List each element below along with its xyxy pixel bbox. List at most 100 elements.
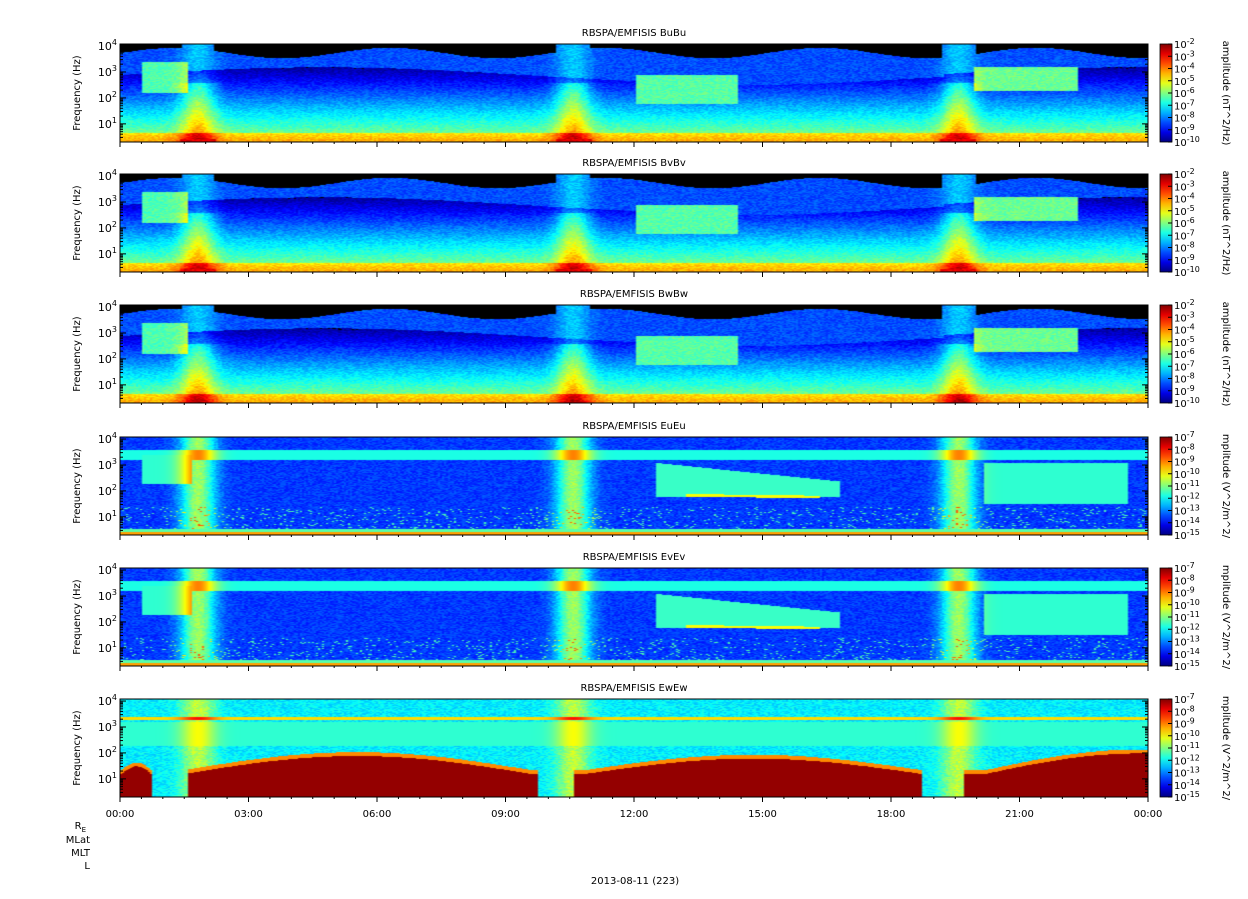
colorbar-tick-label: 10-9 bbox=[1174, 123, 1195, 137]
panels-group: RBSPA/EMFISIS BuBu Frequency (Hz) 101 102 10… bbox=[72, 28, 1231, 804]
colorbar-tick-label: 10-12 bbox=[1174, 753, 1200, 767]
colorbar-tick-label: 10-8 bbox=[1174, 241, 1195, 255]
colorbar-tick-label: 10-9 bbox=[1174, 717, 1195, 731]
panel-title: RBSPA/EMFISIS EvEv bbox=[583, 552, 686, 563]
colorbar: 10-710-810-910-1010-1110-1210-1310-1410-… bbox=[1159, 692, 1231, 804]
colorbar-tick-label: 10-10 bbox=[1174, 396, 1200, 410]
colorbar-tick-label: 10-3 bbox=[1174, 179, 1195, 193]
panel-1: RBSPA/EMFISIS BuBu Frequency (Hz) 101 102 10… bbox=[72, 28, 1231, 149]
spectrogram-image bbox=[120, 437, 1148, 535]
colorbar-tick-label: 10-14 bbox=[1174, 516, 1200, 530]
x-tick-label: 03:00 bbox=[234, 809, 263, 820]
y-axis-label: Frequency (Hz) bbox=[72, 316, 83, 392]
colorbar-tick-label: 10-7 bbox=[1174, 98, 1195, 112]
colorbar-tick-label: 10-7 bbox=[1174, 692, 1195, 706]
colorbar-tick-label: 10-8 bbox=[1174, 372, 1195, 386]
colorbar-tick-label: 10-10 bbox=[1174, 467, 1200, 481]
y-axis-label: Frequency (Hz) bbox=[72, 55, 83, 131]
ephemeris-label-l: L bbox=[84, 861, 90, 872]
colorbar-tick-label: 10-2 bbox=[1174, 298, 1195, 312]
panel-title: RBSPA/EMFISIS BvBv bbox=[582, 158, 686, 169]
colorbar-label: mplitude (V^2/m^2/ bbox=[1220, 696, 1231, 801]
colorbar-tick-label: 10-9 bbox=[1174, 586, 1195, 600]
colorbar-tick-label: 10-13 bbox=[1174, 766, 1200, 780]
ephemeris-labels: RE MLat MLT L bbox=[66, 821, 91, 872]
y-tick-label: 103 bbox=[98, 588, 117, 603]
colorbar-tick-label: 10-6 bbox=[1174, 86, 1195, 100]
x-tick-label: 21:00 bbox=[1005, 809, 1034, 820]
spectrogram-image bbox=[120, 699, 1148, 797]
colorbar-tick-label: 10-6 bbox=[1174, 347, 1195, 361]
colorbar-label: amplitude (nT^2/Hz) bbox=[1220, 41, 1231, 146]
y-tick-label: 101 bbox=[98, 116, 117, 131]
colorbar: 10-210-310-410-510-610-710-810-910-10 amp… bbox=[1159, 37, 1231, 149]
colorbar-tick-label: 10-15 bbox=[1174, 659, 1200, 673]
y-tick-label: 103 bbox=[98, 719, 117, 734]
colorbar-tick-label: 10-5 bbox=[1174, 335, 1195, 349]
colorbar-tick-label: 10-7 bbox=[1174, 228, 1195, 242]
colorbar-label: amplitude (nT^2/Hz) bbox=[1220, 171, 1231, 276]
colorbar-tick-label: 10-10 bbox=[1174, 729, 1200, 743]
colorbar-tick-label: 10-8 bbox=[1174, 704, 1195, 718]
colorbar-tick-label: 10-9 bbox=[1174, 253, 1195, 267]
colorbar: 10-210-310-410-510-610-710-810-910-10 amp… bbox=[1159, 167, 1231, 279]
y-tick-label: 101 bbox=[98, 640, 117, 655]
panel-2: RBSPA/EMFISIS BvBv Frequency (Hz) 101 102 10… bbox=[72, 158, 1231, 279]
colorbar-tick-label: 10-2 bbox=[1174, 37, 1195, 51]
colorbar-tick-label: 10-2 bbox=[1174, 167, 1195, 181]
y-axis-label: Frequency (Hz) bbox=[72, 185, 83, 261]
colorbar-tick-label: 10-15 bbox=[1174, 790, 1200, 804]
colorbar-tick-label: 10-14 bbox=[1174, 647, 1200, 661]
time-axis: 00:00 03:00 06:00 09:00 12:00 15:00 18:00 21:00… bbox=[106, 809, 1163, 820]
y-tick-label: 102 bbox=[98, 745, 117, 760]
spectrogram-image bbox=[120, 174, 1148, 272]
colorbar-tick-label: 10-10 bbox=[1174, 135, 1200, 149]
colorbar-tick-label: 10-8 bbox=[1174, 442, 1195, 456]
y-tick-label: 104 bbox=[98, 168, 117, 183]
colorbar-tick-label: 10-4 bbox=[1174, 62, 1195, 76]
colorbar-tick-label: 10-7 bbox=[1174, 430, 1195, 444]
colorbar: 10-710-810-910-1010-1110-1210-1310-1410-… bbox=[1159, 561, 1231, 673]
panel-6: RBSPA/EMFISIS EwEw Frequency (Hz) 101 102 10… bbox=[72, 683, 1231, 804]
colorbar-tick-label: 10-11 bbox=[1174, 610, 1200, 624]
y-tick-label: 104 bbox=[98, 299, 117, 314]
x-tick-label: 18:00 bbox=[877, 809, 906, 820]
panel-title: RBSPA/EMFISIS EwEw bbox=[580, 683, 687, 694]
y-axis-label: Frequency (Hz) bbox=[72, 579, 83, 655]
x-tick-label: 00:00 bbox=[1134, 809, 1163, 820]
date-label: 2013-08-11 (223) bbox=[591, 876, 679, 887]
spectrogram-image bbox=[120, 305, 1148, 403]
ephemeris-label-mlat: MLat bbox=[66, 835, 90, 846]
colorbar-tick-label: 10-8 bbox=[1174, 573, 1195, 587]
y-tick-label: 104 bbox=[98, 693, 117, 708]
colorbar-tick-label: 10-4 bbox=[1174, 323, 1195, 337]
x-tick-label: 06:00 bbox=[363, 809, 392, 820]
colorbar-tick-label: 10-8 bbox=[1174, 111, 1195, 125]
panel-3: RBSPA/EMFISIS BwBw Frequency (Hz) 101 102 10… bbox=[72, 289, 1231, 410]
y-axis-label: Frequency (Hz) bbox=[72, 710, 83, 786]
panel-title: RBSPA/EMFISIS BwBw bbox=[580, 289, 688, 300]
colorbar-tick-label: 10-12 bbox=[1174, 491, 1200, 505]
colorbar-tick-label: 10-7 bbox=[1174, 561, 1195, 575]
colorbar: 10-710-810-910-1010-1110-1210-1310-1410-… bbox=[1159, 430, 1231, 542]
colorbar-tick-label: 10-6 bbox=[1174, 216, 1195, 230]
colorbar-tick-label: 10-11 bbox=[1174, 479, 1200, 493]
colorbar-tick-label: 10-14 bbox=[1174, 778, 1200, 792]
y-tick-label: 104 bbox=[98, 38, 117, 53]
y-tick-label: 101 bbox=[98, 771, 117, 786]
ephemeris-label-mlt: MLT bbox=[71, 848, 91, 859]
colorbar-tick-label: 10-9 bbox=[1174, 384, 1195, 398]
colorbar-tick-label: 10-13 bbox=[1174, 504, 1200, 518]
y-tick-label: 103 bbox=[98, 64, 117, 79]
x-tick-label: 00:00 bbox=[106, 809, 135, 820]
colorbar-tick-label: 10-10 bbox=[1174, 265, 1200, 279]
colorbar-tick-label: 10-15 bbox=[1174, 528, 1200, 542]
y-tick-label: 102 bbox=[98, 483, 117, 498]
spectrogram-image bbox=[120, 44, 1148, 142]
x-tick-label: 12:00 bbox=[620, 809, 649, 820]
y-tick-label: 104 bbox=[98, 562, 117, 577]
y-tick-label: 102 bbox=[98, 220, 117, 235]
colorbar-tick-label: 10-11 bbox=[1174, 741, 1200, 755]
colorbar-label: amplitude (nT^2/Hz) bbox=[1220, 302, 1231, 407]
